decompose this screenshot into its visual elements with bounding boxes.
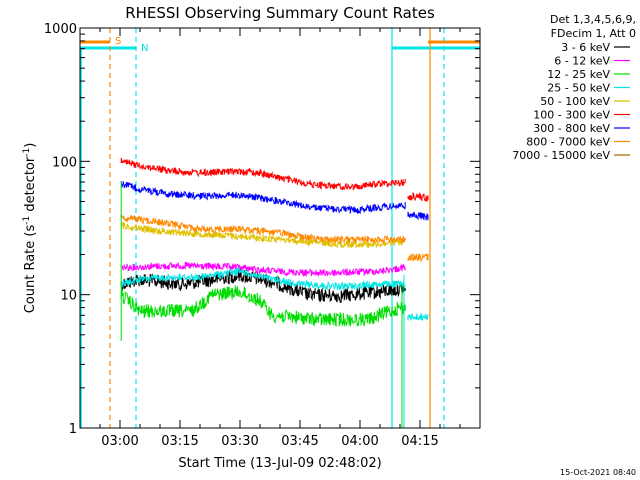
chart-title: RHESSI Observing Summary Count Rates — [125, 4, 435, 22]
x-tick-label-4: 04:00 — [341, 434, 378, 449]
x-tick-label-3: 03:45 — [281, 434, 318, 449]
legend-entry-label-8: 7000 - 15000 keV — [512, 149, 610, 162]
series-line-7 — [120, 213, 406, 245]
legend: Det 1,3,4,5,6,9, FDecim 1, Att 0 3 - 6 k… — [512, 13, 636, 162]
series-line-5 — [120, 157, 406, 191]
plot-layer: SN — [80, 28, 480, 428]
series-line-4 — [120, 221, 406, 249]
x-tick-label-1: 03:15 — [161, 434, 198, 449]
x-tick-label-0: 03:00 — [101, 434, 138, 449]
y-tick-label-1: 10 — [60, 289, 77, 304]
y-tick-label-2: 100 — [52, 155, 77, 170]
y-axis-label-mid: detector — [23, 156, 38, 216]
y-axis-label-sup2: -1 — [22, 148, 32, 157]
post-night-segment-0 — [407, 191, 429, 202]
series-line-1 — [120, 261, 406, 277]
series-line-2 — [120, 285, 406, 328]
legend-entry-label-2: 12 - 25 keV — [547, 68, 610, 81]
legend-entry-label-5: 100 - 300 keV — [533, 109, 610, 122]
legend-entry-label-3: 25 - 50 keV — [547, 82, 610, 95]
y-tick-label-3: 1000 — [44, 22, 77, 37]
series-line-0 — [120, 268, 406, 304]
legend-entry-label-4: 50 - 100 keV — [540, 95, 610, 108]
legend-entry-label-6: 300 - 800 keV — [533, 122, 610, 135]
y-axis-label: Count Rate (s-1 detector-1) — [22, 143, 38, 314]
y-axis-label-sup1: -1 — [22, 216, 32, 225]
saa-flag-label: S — [115, 36, 121, 47]
series-line-6 — [120, 181, 406, 215]
legend-entry-label-1: 6 - 12 keV — [554, 55, 610, 68]
post-night-segment-2 — [407, 253, 429, 263]
legend-header-fdecim: FDecim 1, Att 0 — [551, 27, 636, 40]
night-flag-label: N — [141, 43, 148, 54]
y-tick-label-0: 1 — [69, 422, 77, 437]
x-tick-label-5: 04:15 — [401, 434, 438, 449]
legend-entry-label-0: 3 - 6 keV — [561, 41, 610, 54]
post-night-segment-3 — [407, 313, 429, 322]
axis-layer: 03:00 03:15 03:30 03:45 04:00 04:15 1 10 100 1000 — [44, 22, 480, 449]
legend-entry-label-7: 800 - 7000 keV — [526, 136, 610, 149]
x-tick-label-2: 03:30 — [221, 434, 258, 449]
series-line-3 — [120, 266, 406, 291]
y-axis-label-main: Count Rate (s — [23, 225, 38, 314]
y-axis-label-end: ) — [23, 143, 38, 148]
legend-header-detectors: Det 1,3,4,5,6,9, — [550, 13, 636, 26]
post-night-segment-1 — [407, 211, 429, 221]
x-axis-label: Start Time (13-Jul-09 02:48:02) — [178, 456, 381, 471]
footer-date: 15-Oct-2021 08:40 — [560, 468, 636, 477]
